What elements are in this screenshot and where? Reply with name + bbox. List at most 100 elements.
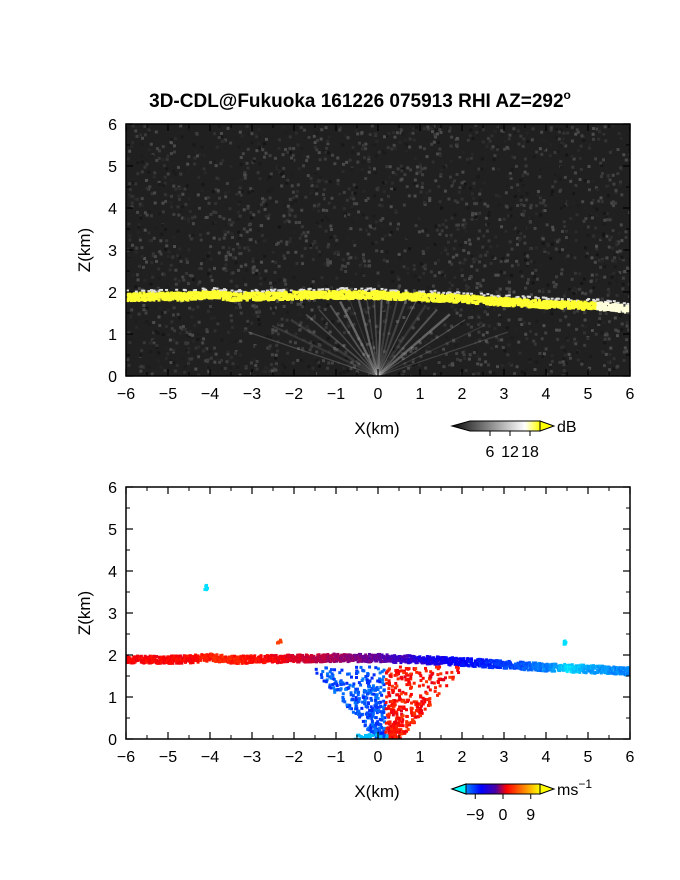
- echo-cell: [170, 291, 174, 295]
- noise-speckle: [246, 206, 250, 210]
- noise-speckle: [521, 213, 525, 217]
- noise-speckle: [562, 357, 566, 361]
- noise-speckle: [414, 224, 418, 228]
- noise-speckle: [384, 180, 388, 184]
- intensity-x-tick-label: 1: [416, 386, 425, 403]
- noise-speckle: [417, 230, 421, 234]
- echo-cell: [602, 302, 606, 306]
- noise-speckle: [185, 234, 189, 238]
- noise-speckle: [176, 229, 180, 233]
- noise-speckle: [450, 184, 454, 188]
- noise-speckle: [513, 372, 517, 376]
- noise-speckle: [353, 365, 357, 369]
- echo-cell: [238, 294, 242, 298]
- noise-speckle: [346, 252, 350, 256]
- noise-speckle: [338, 190, 342, 194]
- noise-speckle: [459, 322, 463, 326]
- noise-speckle: [211, 190, 215, 194]
- noise-speckle: [178, 255, 182, 259]
- noise-speckle: [569, 216, 573, 220]
- noise-speckle: [177, 213, 181, 217]
- velocity-cell: [258, 660, 262, 664]
- noise-speckle: [142, 341, 146, 345]
- echo-cell-edge: [160, 288, 164, 291]
- noise-speckle: [351, 191, 355, 195]
- noise-speckle: [478, 192, 482, 196]
- noise-speckle: [153, 255, 157, 259]
- velocity-cell: [270, 654, 274, 658]
- noise-speckle: [619, 313, 623, 317]
- echo-cell-edge: [299, 288, 303, 291]
- noise-speckle: [154, 130, 158, 134]
- noise-speckle: [160, 262, 164, 266]
- noise-speckle: [344, 134, 348, 138]
- echo-cell: [464, 296, 468, 300]
- noise-speckle: [352, 183, 356, 187]
- noise-speckle: [509, 336, 513, 340]
- echo-cell-edge: [544, 296, 548, 299]
- noise-speckle: [437, 360, 441, 364]
- echo-cell: [501, 297, 505, 301]
- noise-speckle: [475, 176, 479, 180]
- noise-speckle: [470, 325, 474, 329]
- echo-cell: [592, 300, 596, 304]
- noise-speckle: [595, 362, 599, 366]
- noise-speckle: [513, 256, 517, 260]
- noise-speckle: [557, 250, 561, 254]
- noise-speckle: [362, 189, 366, 193]
- noise-speckle: [525, 337, 529, 341]
- intensity-x-tick-label: −2: [285, 386, 303, 403]
- noise-speckle: [196, 305, 200, 309]
- echo-cell: [149, 291, 153, 295]
- noise-speckle: [164, 356, 168, 360]
- noise-speckle: [328, 180, 332, 184]
- noise-speckle: [582, 331, 586, 335]
- noise-speckle: [415, 165, 419, 169]
- noise-speckle: [367, 354, 371, 358]
- velocity-cell: [272, 659, 276, 663]
- noise-speckle: [610, 275, 614, 279]
- noise-speckle: [405, 150, 409, 154]
- noise-speckle: [482, 164, 486, 168]
- noise-speckle: [469, 128, 473, 132]
- echo-cell: [374, 296, 378, 300]
- noise-speckle: [268, 196, 272, 200]
- noise-speckle: [213, 329, 217, 333]
- noise-speckle: [375, 139, 379, 143]
- noise-speckle: [335, 272, 339, 276]
- noise-speckle: [491, 167, 495, 171]
- noise-speckle: [135, 273, 139, 277]
- noise-speckle: [520, 274, 524, 278]
- noise-speckle: [161, 333, 165, 337]
- noise-speckle: [169, 361, 173, 365]
- noise-speckle: [157, 351, 161, 355]
- noise-speckle: [549, 363, 553, 367]
- noise-speckle: [223, 233, 227, 237]
- noise-speckle: [435, 335, 439, 339]
- noise-speckle: [447, 328, 451, 332]
- noise-speckle: [431, 284, 435, 288]
- noise-speckle: [185, 260, 189, 264]
- noise-speckle: [181, 357, 185, 361]
- noise-speckle: [323, 304, 327, 308]
- echo-cell: [461, 294, 465, 298]
- noise-speckle: [297, 167, 301, 171]
- velocity-cell: [239, 655, 243, 659]
- noise-speckle: [453, 199, 457, 203]
- noise-speckle: [188, 274, 192, 278]
- noise-speckle: [184, 202, 188, 206]
- noise-speckle: [453, 213, 457, 217]
- noise-speckle: [361, 256, 365, 260]
- noise-speckle: [334, 243, 338, 247]
- noise-speckle: [523, 252, 527, 256]
- noise-speckle: [393, 347, 397, 351]
- noise-speckle: [138, 353, 142, 357]
- noise-speckle: [487, 324, 491, 328]
- noise-speckle: [503, 140, 507, 144]
- noise-speckle: [294, 221, 298, 225]
- noise-speckle: [329, 287, 333, 291]
- noise-speckle: [474, 257, 478, 261]
- noise-speckle: [563, 175, 567, 179]
- noise-speckle: [494, 273, 498, 277]
- noise-speckle: [415, 129, 419, 133]
